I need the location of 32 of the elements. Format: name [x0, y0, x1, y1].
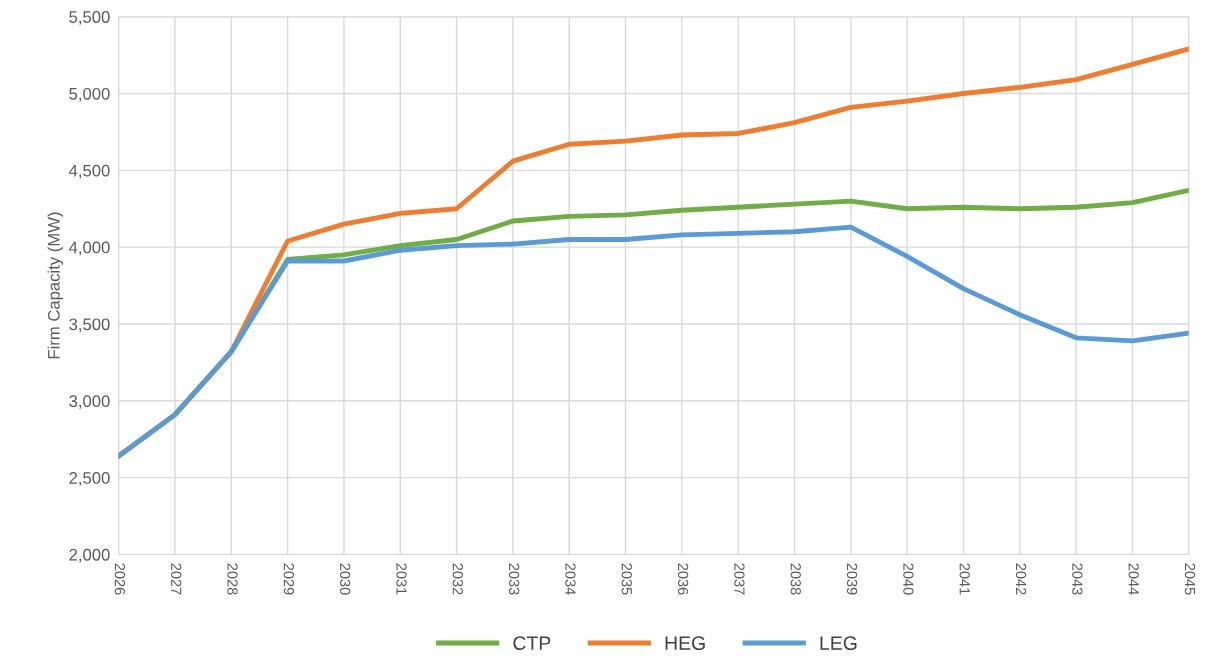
y-tick-label: 4,000 [68, 241, 110, 256]
x-tick-label: 2038 [790, 563, 801, 595]
x-tick-label: 2042 [1015, 563, 1027, 595]
x-tick-label: 2033 [508, 563, 520, 595]
y-axis-title: Firm Capacity (MW) [47, 212, 64, 359]
x-tick-label: 2044 [1128, 563, 1139, 595]
legend-label: LEG [820, 636, 857, 650]
x-tick-label: 2027 [171, 563, 182, 595]
x-tick-label: 2032 [452, 563, 463, 595]
x-tick-label: 2030 [340, 563, 351, 595]
x-tick-label: 2029 [283, 563, 295, 595]
x-tick-label: 2039 [846, 563, 858, 595]
y-tick-label: 4,500 [68, 164, 110, 179]
x-tick-label: 2034 [565, 563, 576, 595]
legend-label: CTP [513, 636, 551, 650]
x-tick-label: 2028 [227, 563, 238, 595]
y-tick-label: 3,500 [69, 318, 110, 333]
y-tick-label: 3,000 [69, 395, 110, 409]
y-tick-label: 5,500 [69, 11, 110, 25]
y-tick-label: 5,000 [69, 87, 110, 102]
legend-label: HEG [665, 636, 705, 650]
x-tick-label: 2045 [1184, 563, 1196, 595]
y-tick-label: 2,000 [69, 548, 110, 563]
x-tick-label: 2043 [1072, 563, 1083, 595]
x-tick-label: 2041 [959, 563, 970, 595]
x-tick-label: 2037 [734, 563, 745, 595]
x-tick-label: 2035 [621, 563, 632, 595]
y-tick-label: 2,500 [69, 472, 110, 486]
x-tick-label: 2036 [677, 563, 689, 595]
x-tick-label: 2031 [396, 563, 407, 595]
x-tick-label: 2026 [114, 563, 126, 595]
x-tick-label: 2040 [903, 563, 914, 595]
